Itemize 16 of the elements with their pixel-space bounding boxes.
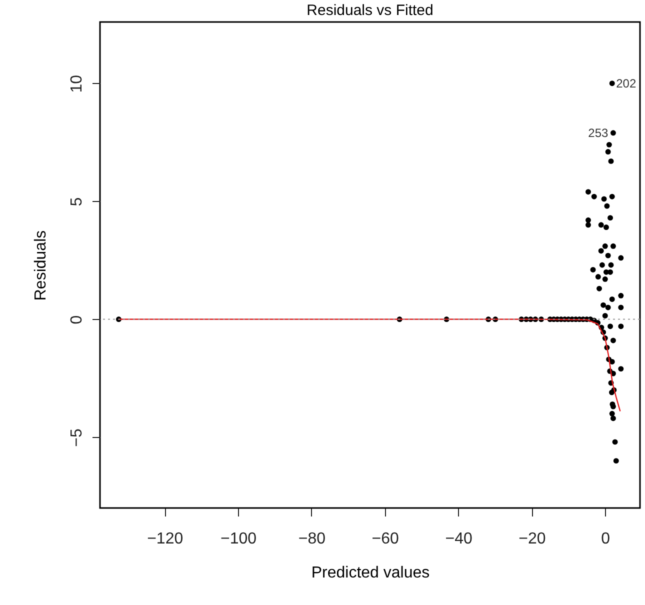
- x-tick-label: −60: [372, 530, 400, 548]
- chart-title: Residuals vs Fitted: [306, 2, 434, 19]
- x-tick-label: −40: [445, 530, 472, 548]
- x-axis-title: Predicted values: [311, 564, 430, 582]
- annotation: 253: [588, 126, 609, 140]
- x-tick-label: 0: [601, 530, 610, 548]
- annotation: 202: [616, 76, 636, 90]
- y-tick-label: 0: [68, 315, 86, 324]
- y-tick-label: −5: [68, 428, 86, 447]
- x-tick-label: −100: [220, 530, 257, 548]
- x-tick-label: −120: [147, 530, 184, 548]
- x-tick-label: −80: [298, 530, 326, 548]
- x-tick-label: −20: [518, 530, 546, 548]
- y-axis-title: Residuals: [32, 230, 50, 301]
- y-tick-label: 10: [68, 74, 86, 93]
- y-tick-label: 5: [68, 197, 86, 206]
